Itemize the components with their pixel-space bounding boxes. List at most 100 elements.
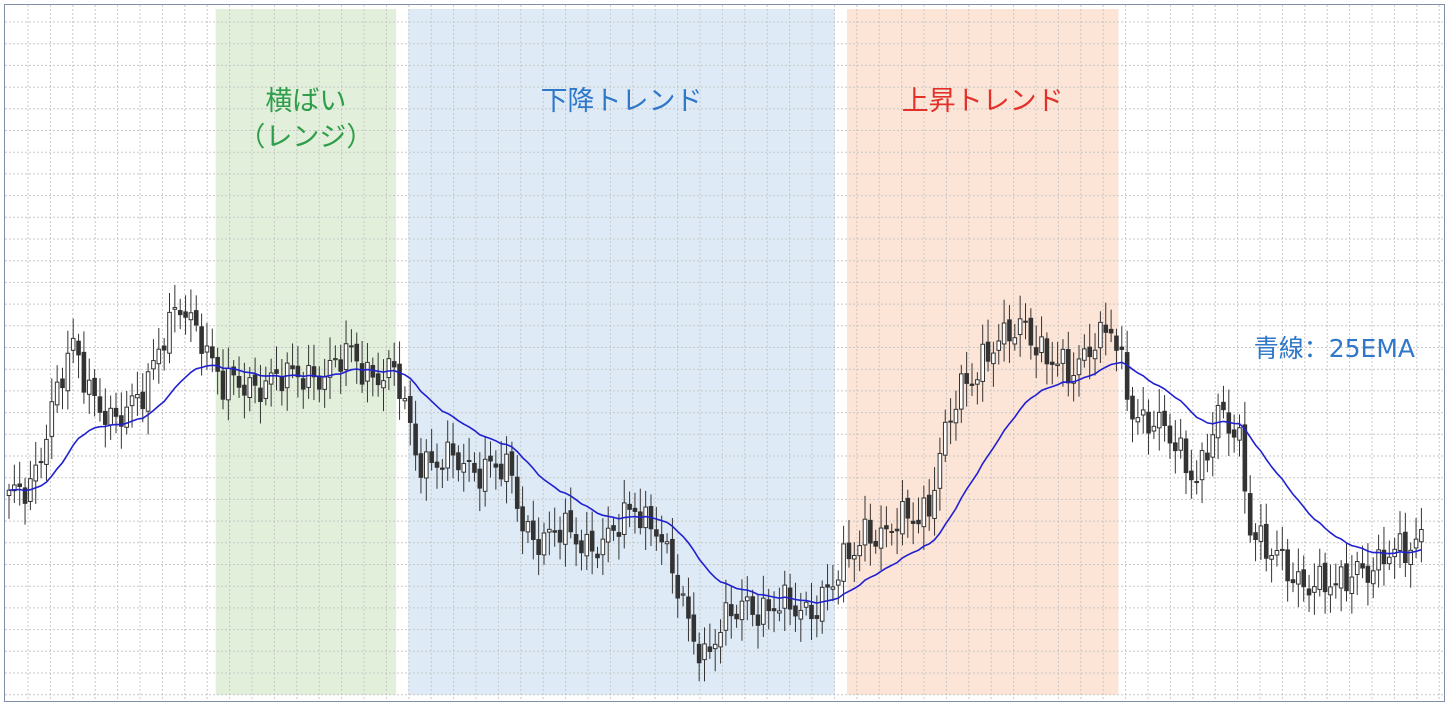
candle — [338, 344, 343, 394]
candle — [1055, 341, 1060, 377]
candle — [215, 347, 220, 395]
candle — [969, 363, 975, 397]
candle — [1231, 414, 1237, 453]
zone-labels: 横ばい （レンジ） 下降トレンド 上昇トレンド — [238, 86, 1063, 153]
candle — [1156, 389, 1162, 451]
candle — [1387, 540, 1392, 571]
candle — [1290, 562, 1296, 593]
candle — [258, 364, 263, 424]
candle — [1381, 526, 1387, 586]
candle — [477, 452, 483, 512]
candle — [407, 380, 413, 446]
candle — [188, 289, 194, 342]
candle — [627, 491, 632, 528]
candle — [172, 284, 178, 333]
candle — [1328, 564, 1333, 613]
candle — [482, 436, 488, 507]
candle — [889, 523, 895, 546]
candle — [1146, 399, 1151, 455]
candle — [1167, 413, 1173, 459]
candle — [1338, 560, 1344, 612]
candle — [916, 497, 921, 534]
candle — [846, 520, 852, 568]
candle — [830, 564, 836, 602]
candle — [1263, 503, 1269, 572]
candle — [450, 422, 456, 479]
candle — [771, 591, 777, 633]
candle — [980, 324, 986, 402]
candle — [1392, 537, 1397, 579]
candle — [1237, 414, 1242, 457]
candle — [1274, 530, 1280, 567]
candles — [6, 284, 1424, 682]
candle — [1007, 305, 1012, 363]
candle — [755, 594, 761, 649]
candle — [140, 373, 146, 423]
candle — [1151, 410, 1157, 440]
candle — [86, 358, 92, 414]
candle — [124, 390, 130, 435]
candle — [263, 366, 269, 406]
candle — [1183, 430, 1189, 494]
candle — [531, 500, 536, 560]
candle — [932, 467, 937, 536]
candle — [761, 575, 766, 637]
candle — [1205, 433, 1210, 473]
candle — [1017, 295, 1023, 357]
candle — [1322, 552, 1328, 614]
candle — [108, 395, 113, 440]
candle — [900, 480, 905, 546]
candle — [514, 455, 520, 522]
candle — [809, 583, 814, 641]
candle — [600, 518, 606, 576]
candle — [1370, 557, 1376, 599]
candle — [547, 511, 552, 556]
candle — [397, 341, 402, 420]
candle — [991, 341, 996, 387]
candle — [38, 447, 44, 479]
candle — [1221, 385, 1226, 419]
zone-label-uptrend: 上昇トレンド — [902, 86, 1064, 117]
candle — [557, 516, 563, 560]
candle — [873, 529, 879, 554]
candle — [199, 313, 204, 376]
candle — [1028, 308, 1034, 360]
candle — [1076, 345, 1082, 397]
candle — [440, 459, 445, 489]
candle — [563, 498, 568, 567]
candle — [49, 378, 55, 460]
candle — [584, 511, 590, 570]
candle — [1012, 324, 1018, 351]
candle — [1082, 334, 1087, 368]
candle — [6, 483, 12, 519]
candle — [1344, 543, 1349, 602]
candle — [119, 392, 124, 449]
candle — [343, 320, 349, 387]
candle — [985, 319, 991, 372]
candle — [1306, 574, 1312, 612]
candle — [472, 452, 477, 482]
candle — [70, 318, 76, 364]
candle — [959, 364, 964, 424]
candle — [290, 343, 295, 379]
candle — [1301, 555, 1307, 602]
candle — [456, 445, 461, 482]
candle — [723, 579, 729, 646]
candle — [161, 338, 167, 371]
candle — [498, 441, 504, 487]
candle — [156, 327, 162, 384]
candle — [1419, 507, 1424, 563]
candle — [937, 437, 943, 511]
candle — [632, 492, 638, 534]
candle — [22, 477, 28, 525]
candle — [183, 295, 188, 335]
candle — [728, 586, 734, 639]
candle — [509, 441, 515, 494]
zone-label-range: （レンジ） — [238, 122, 373, 153]
candle — [745, 576, 750, 621]
candle — [803, 591, 809, 616]
candle — [418, 437, 424, 494]
candle — [1049, 341, 1055, 385]
candle — [92, 369, 97, 417]
candle — [1087, 323, 1093, 380]
